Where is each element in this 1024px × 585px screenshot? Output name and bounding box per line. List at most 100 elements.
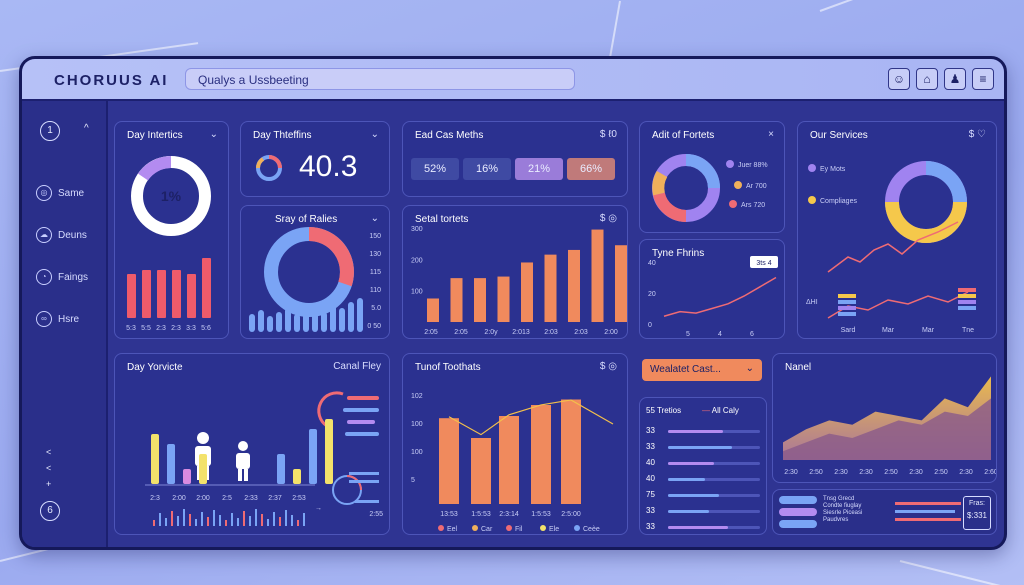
progress-track xyxy=(668,446,760,449)
spark-bar xyxy=(207,517,209,526)
building-icon[interactable]: ⌂ xyxy=(916,68,938,90)
list-item-value: 75 xyxy=(646,490,655,499)
list-item-value: 33 xyxy=(646,506,655,515)
bar xyxy=(151,434,159,484)
panel-title: Setal tortets xyxy=(415,214,469,225)
spark-bar xyxy=(261,514,263,526)
panel-controls[interactable]: $ ℓ0 xyxy=(599,129,617,140)
people-icon[interactable]: ♟ xyxy=(944,68,966,90)
app-title: CHORUUS AI xyxy=(54,72,169,89)
close-icon[interactable]: × xyxy=(768,129,774,140)
progress-fill xyxy=(668,462,714,465)
bar xyxy=(199,454,207,484)
tick-label: 2:30 xyxy=(784,469,798,476)
spark-bar xyxy=(255,509,257,526)
list-item[interactable]: 33 xyxy=(646,442,762,454)
sidebar-item-faings[interactable]: ◔ Faings xyxy=(36,269,88,285)
progress-track xyxy=(668,526,760,529)
setal-tortets-chart: 300 200 100 2:05 2:05 2:0y 2:013 2:03 2:03 2:00 xyxy=(411,226,627,336)
panel-each-metrics: Ead Cas Meths $ ℓ0 52% 16% 21% 66% xyxy=(402,121,628,197)
panel-top-toothats: Tunof Toothats $ ◎ 102 100 100 5 13:53 1:5:53… xyxy=(402,353,628,535)
bar xyxy=(450,278,463,322)
dropdown-chevron-icon[interactable]: ⌄ xyxy=(370,213,379,224)
chevron-down-icon: ⌄ xyxy=(745,363,754,374)
legend-swatch xyxy=(808,196,816,204)
metric-chip[interactable]: 16% xyxy=(463,158,511,180)
bar xyxy=(285,308,291,332)
tick-label: 2:30 xyxy=(859,469,873,476)
bar xyxy=(499,416,519,504)
tick-label: 100 xyxy=(411,289,423,296)
metric-chip[interactable]: 52% xyxy=(411,158,459,180)
nav-prev-icon[interactable]: < xyxy=(46,463,52,473)
wealthy-cast-dropdown[interactable]: Wealatet Cast... ⌄ xyxy=(642,359,762,381)
collapse-chevron-icon[interactable]: ^ xyxy=(84,123,89,134)
panel-story-ratios: Sray of Ralies ⌄ 150 130 115 110 5.0 0 50 xyxy=(240,205,390,339)
sidebar-top-badge[interactable]: 1 xyxy=(40,121,60,141)
gauge-icon: ◔ xyxy=(36,269,52,285)
cloud-icon: ☁ xyxy=(36,227,52,243)
tick-label: 150 xyxy=(369,233,381,240)
list-item[interactable]: 33 xyxy=(646,426,762,438)
dropdown-chevron-icon[interactable]: ⌄ xyxy=(209,129,218,140)
bar xyxy=(561,399,581,504)
day-services-chart: 2:55 → 2:3 2:00 2:00 2:5 2:33 2:37 2:53 xyxy=(145,391,383,526)
spark-bar xyxy=(225,520,227,526)
bar xyxy=(258,310,264,332)
chart-icon[interactable]: ≡ xyxy=(972,68,994,90)
spark-bar xyxy=(273,512,275,526)
trend-tag: 3ts 4 xyxy=(756,260,771,267)
tick-label: 2:00 xyxy=(172,495,186,502)
legend-swatch xyxy=(438,525,444,531)
list-item[interactable]: 33 xyxy=(646,506,762,518)
panel-controls[interactable]: $ ◎ xyxy=(599,213,617,224)
bar xyxy=(521,262,533,322)
spark-bar xyxy=(231,513,233,526)
spark-bar xyxy=(297,520,299,526)
spark-bar xyxy=(285,510,287,526)
bar xyxy=(293,469,301,484)
price-box[interactable]: Fras: $:331 xyxy=(963,496,991,530)
sidebar-item-deuns[interactable]: ☁ Deuns xyxy=(36,227,87,243)
tick-label: 2:03 xyxy=(574,329,588,336)
list-item[interactable]: 33 xyxy=(646,522,762,534)
search-input[interactable]: Qualys a Ussbeeting xyxy=(185,68,575,90)
add-icon[interactable]: + xyxy=(46,479,52,489)
metric-chip[interactable]: 66% xyxy=(567,158,615,180)
trace-lines: Tnsg Grecd Condte fiuglay Siesrle Piceas… xyxy=(823,496,863,523)
legend-swatch xyxy=(540,525,546,531)
trace-bar xyxy=(779,508,817,516)
panel-controls[interactable]: $ ♡ xyxy=(968,129,986,140)
panel-title: Ead Cas Meths xyxy=(415,130,484,141)
sidebar-item-same[interactable]: ◎ Same xyxy=(36,185,84,201)
nav-back-icon[interactable]: < xyxy=(46,447,52,457)
spark-bar xyxy=(279,517,281,526)
sidebar-item-hsre[interactable]: ∞ Hsre xyxy=(36,311,79,327)
panel-day-traffic: Day Thteffins ⌄ 40.3 xyxy=(240,121,390,197)
spark-bar xyxy=(219,515,221,526)
spark-bar xyxy=(237,518,239,526)
progress-track xyxy=(668,462,760,465)
panel-controls[interactable]: $ ◎ xyxy=(599,361,617,372)
tick-label: 13:53 xyxy=(440,511,458,518)
arrow-right-icon[interactable]: → xyxy=(315,505,322,512)
bar xyxy=(321,312,327,332)
legend-swatch xyxy=(734,181,742,189)
spark-bar xyxy=(201,512,203,526)
sidebar-bottom-badge[interactable]: 6 xyxy=(40,501,60,521)
dropdown-chevron-icon[interactable]: ⌄ xyxy=(370,129,379,140)
list-item[interactable]: 75 xyxy=(646,490,762,502)
trace-bar xyxy=(895,502,961,505)
tick-label: 2:30 xyxy=(834,469,848,476)
list-item[interactable]: 40 xyxy=(646,474,762,486)
progress-fill xyxy=(668,446,733,449)
trace-bar xyxy=(895,510,955,513)
list-item[interactable]: 40 xyxy=(646,458,762,470)
metric-chip[interactable]: 21% xyxy=(515,158,563,180)
bar xyxy=(615,245,627,322)
tick-label: 200 xyxy=(411,257,423,264)
tick-label: 40 xyxy=(648,260,656,267)
user-icon[interactable]: ☺ xyxy=(888,68,910,90)
bar xyxy=(471,438,491,504)
spark-bar xyxy=(213,510,215,526)
